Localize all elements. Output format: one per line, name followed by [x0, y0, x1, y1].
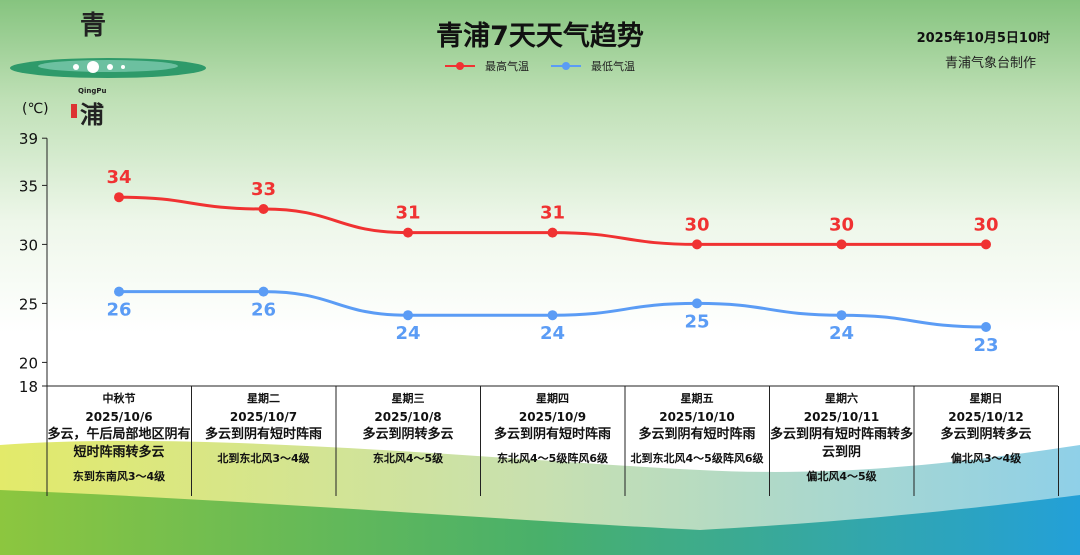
- legend-low-label: 最低气温: [591, 60, 635, 73]
- data-label: 24: [395, 323, 420, 344]
- day-column: 星期六 2025/10/11 多云到阴有短时阵雨转多云到阴偏北风4～5级: [770, 390, 914, 486]
- data-label: 31: [540, 203, 565, 224]
- data-point: [403, 310, 413, 321]
- data-point: [692, 298, 702, 309]
- data-point: [981, 239, 991, 250]
- wind: 北到东北风3～4级: [217, 452, 310, 465]
- wind: 北到东北风4～5级阵风6级: [630, 452, 764, 465]
- data-label: 33: [251, 179, 276, 200]
- svg-text:青: 青: [80, 11, 106, 41]
- wind: 东北风4～5级: [372, 452, 444, 465]
- data-label: 26: [106, 300, 131, 321]
- y-tick-label: 39: [19, 130, 38, 148]
- data-label: 30: [684, 214, 709, 235]
- legend-high-label: 最高气温: [485, 60, 529, 73]
- date: 2025/10/8: [374, 410, 442, 424]
- data-point: [836, 239, 847, 250]
- data-point: [836, 310, 847, 321]
- data-label: 30: [973, 214, 998, 235]
- data-point: [258, 286, 269, 297]
- data-label: 24: [540, 323, 565, 344]
- data-point: [114, 286, 124, 297]
- data-point: [114, 192, 124, 203]
- legend: 最高气温 最低气温: [445, 58, 635, 74]
- date: 2025/10/11: [803, 410, 880, 424]
- data-point: [692, 239, 702, 250]
- weather: 多云到阴有短时阵雨转多云到阴: [769, 427, 913, 460]
- weekday: 星期三: [391, 392, 425, 405]
- svg-text:QingPu: QingPu: [78, 87, 106, 95]
- data-point: [403, 227, 413, 238]
- day-column: 星期四 2025/10/9 多云到阴有短时阵雨 东北风4～5级阵风6级: [481, 390, 625, 468]
- data-point: [258, 204, 269, 214]
- svg-text:浦: 浦: [80, 100, 104, 129]
- date: 2025/10/10: [659, 410, 735, 424]
- wind: 偏北风4～5级: [806, 470, 877, 483]
- series-line-low: [118, 290, 987, 329]
- day-column: 星期日 2025/10/12 多云到阴转多云 偏北风3～4级: [914, 390, 1058, 468]
- legend-low: 最低气温: [551, 58, 635, 74]
- maker-label: 青浦气象台制作: [944, 56, 1036, 71]
- legend-high: 最高气温: [445, 58, 529, 74]
- wind: 偏北风3～4级: [950, 452, 1022, 465]
- day-column: 星期二 2025/10/7 多云到阴有短时阵雨 北到东北风3～4级: [192, 390, 336, 468]
- weather: 多云到阴转多云: [940, 427, 1032, 442]
- weather: 多云到阴有短时阵雨: [204, 427, 322, 442]
- weather: 多云到阴转多云: [362, 427, 454, 442]
- qingpu-logo: 青 QingPu 浦: [10, 11, 206, 129]
- data-label: 31: [395, 203, 420, 224]
- data-label: 30: [829, 214, 854, 235]
- data-point: [547, 227, 558, 238]
- date: 2025/10/6: [85, 410, 153, 424]
- date: 2025/10/9: [518, 410, 587, 424]
- y-tick-label: 30: [19, 236, 38, 254]
- chart-title: 青浦7天天气趋势: [436, 21, 644, 52]
- weather: 多云到阴有短时阵雨: [493, 427, 611, 442]
- y-tick-label: 35: [19, 177, 38, 195]
- weather: 多云到阴有短时阵雨: [638, 427, 756, 442]
- date: 2025/10/7: [229, 410, 298, 424]
- weekday: 星期六: [825, 392, 858, 405]
- data-label: 25: [684, 311, 709, 332]
- day-column: 星期五 2025/10/10 多云到阴有短时阵雨 北到东北风4～5级阵风6级: [625, 390, 769, 468]
- wind: 东北风4～5级阵风6级: [497, 452, 608, 465]
- y-tick-label: 18: [19, 378, 38, 396]
- data-label: 26: [251, 300, 276, 321]
- day-column: 星期三 2025/10/8 多云到阴转多云 东北风4～5级: [336, 390, 480, 468]
- y-tick-label: 20: [19, 354, 38, 372]
- data-label: 34: [106, 167, 131, 188]
- y-axis-unit: (℃): [22, 101, 49, 117]
- weekday: 星期五: [680, 392, 714, 405]
- y-tick-label: 25: [19, 295, 38, 313]
- data-label: 23: [973, 335, 998, 356]
- weekday: 中秋节: [102, 392, 136, 405]
- weather: 多云，午后局部地区阴有短时阵雨转多云: [47, 427, 191, 460]
- data-point: [547, 310, 558, 321]
- weekday: 星期日: [969, 392, 1003, 405]
- weekday: 星期四: [536, 392, 569, 405]
- wind: 东到东南风3～4级: [72, 470, 166, 483]
- issue-time: 2025年10月5日10时: [916, 31, 1050, 46]
- data-label: 24: [829, 323, 854, 344]
- date: 2025/10/12: [948, 410, 1024, 424]
- day-column: 中秋节 2025/10/6 多云，午后局部地区阴有短时阵雨转多云东到东南风3～4级: [47, 390, 191, 486]
- weekday: 星期二: [247, 392, 280, 405]
- data-point: [981, 322, 991, 332]
